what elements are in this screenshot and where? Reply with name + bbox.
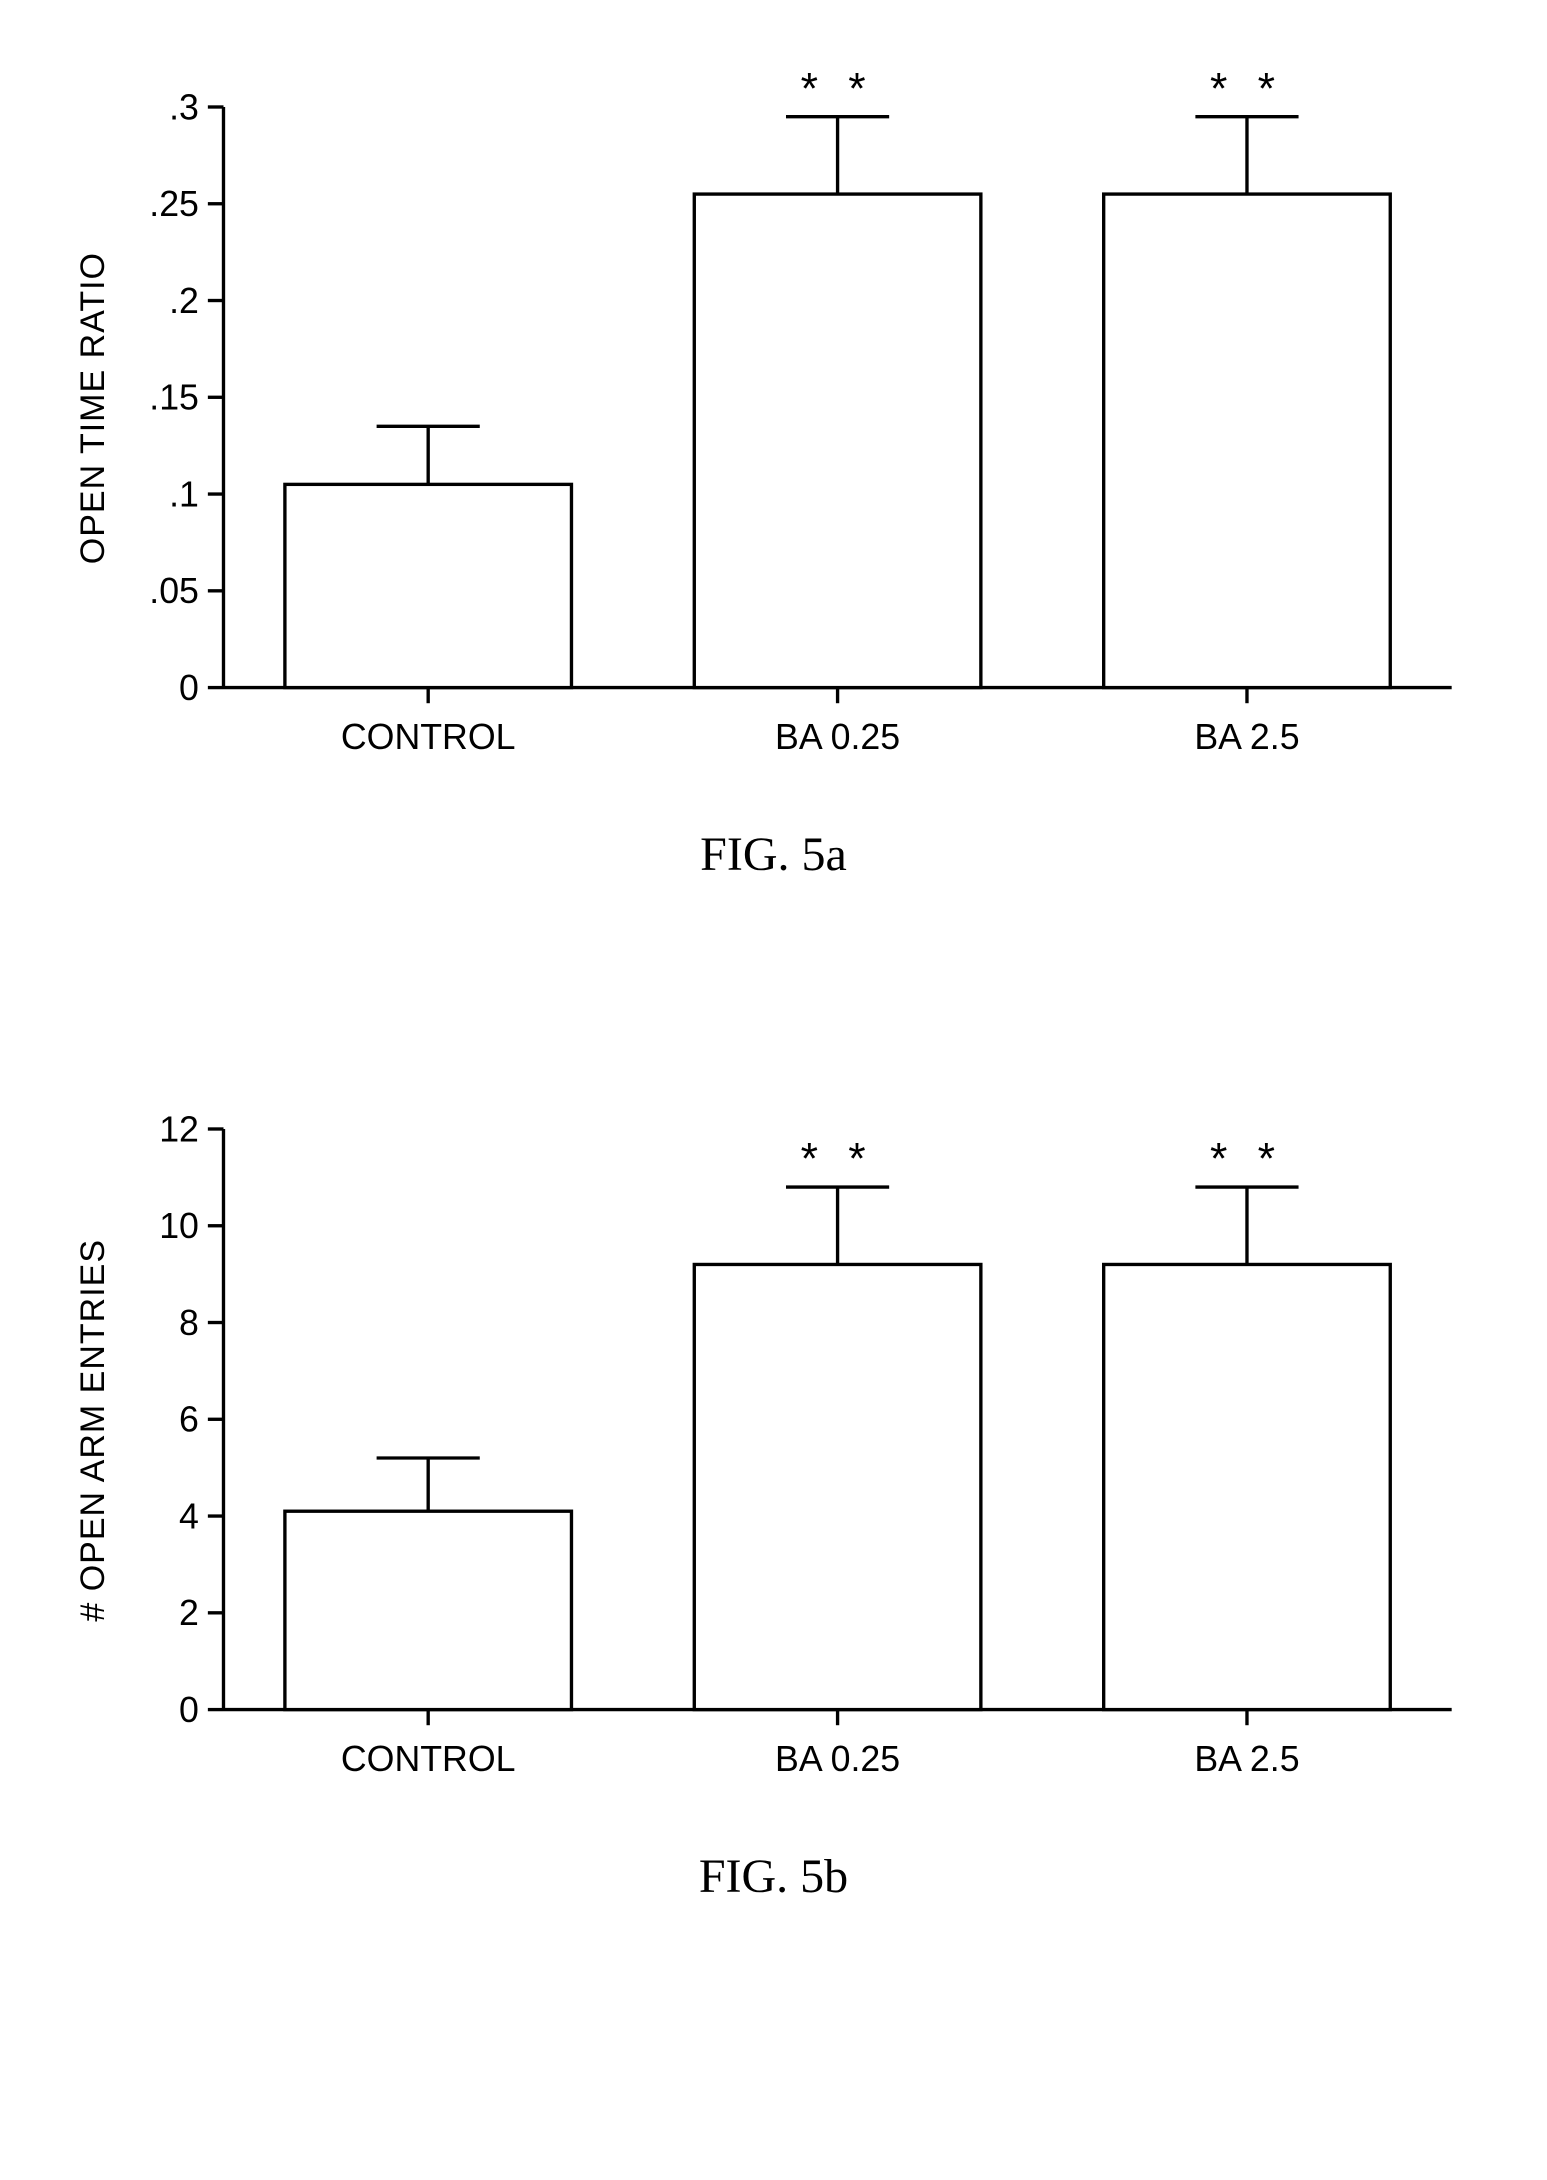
significance-marker: * * [1209, 64, 1283, 113]
x-category-label: BA 0.25 [775, 1739, 900, 1779]
figure-5a: OPEN TIME RATIO 0 .05 .1 .15 .2 .25 .3 CONTROL *… [74, 40, 1474, 882]
y-tick-label: .3 [169, 87, 199, 127]
y-tick-label: 0 [179, 1690, 199, 1730]
figure-5a-chart: 0 .05 .1 .15 .2 .25 .3 CONTROL * * BA 0.25 * * BA 2… [123, 40, 1474, 777]
y-tick-label: 6 [179, 1399, 199, 1439]
significance-marker: * * [800, 64, 874, 113]
page: OPEN TIME RATIO 0 .05 .1 .15 .2 .25 .3 CONTROL *… [74, 40, 1474, 1904]
y-tick-label: 8 [179, 1303, 199, 1343]
figure-5b: # OPEN ARM ENTRIES 0 2 4 6 8 10 12 CONTROL * * BA… [74, 1062, 1474, 1904]
bar [284, 1511, 571, 1709]
y-tick-label: 2 [179, 1593, 199, 1633]
figure-5a-caption: FIG. 5a [700, 827, 847, 882]
y-tick-label: 4 [179, 1496, 199, 1536]
x-category-label: BA 0.25 [775, 717, 900, 757]
y-tick-label: 12 [159, 1109, 199, 1149]
x-category-label: CONTROL [340, 1739, 515, 1779]
figure-5a-y-label: OPEN TIME RATIO [74, 252, 113, 564]
bar [694, 194, 981, 688]
x-category-label: BA 2.5 [1194, 1739, 1299, 1779]
bar [284, 484, 571, 687]
figure-5b-row: # OPEN ARM ENTRIES 0 2 4 6 8 10 12 CONTROL * * BA… [74, 1062, 1474, 1799]
significance-marker: * * [1209, 1135, 1283, 1184]
y-tick-label: 0 [179, 668, 199, 708]
y-tick-label: .25 [149, 184, 199, 224]
y-tick-label: .1 [169, 474, 199, 514]
x-category-label: BA 2.5 [1194, 717, 1299, 757]
x-category-label: CONTROL [340, 717, 515, 757]
bar [1103, 1264, 1390, 1709]
y-tick-label: 10 [159, 1206, 199, 1246]
figure-5a-row: OPEN TIME RATIO 0 .05 .1 .15 .2 .25 .3 CONTROL *… [74, 40, 1474, 777]
significance-marker: * * [800, 1135, 874, 1184]
y-tick-label: .15 [149, 378, 199, 418]
y-tick-label: .05 [149, 571, 199, 611]
bar [694, 1264, 981, 1709]
y-tick-label: .2 [169, 281, 199, 321]
bar [1103, 194, 1390, 688]
figure-5b-chart: 0 2 4 6 8 10 12 CONTROL * * BA 0.25 * * BA 2.5 [123, 1062, 1474, 1799]
figure-5b-y-label: # OPEN ARM ENTRIES [74, 1239, 113, 1622]
figure-5b-caption: FIG. 5b [699, 1849, 848, 1904]
